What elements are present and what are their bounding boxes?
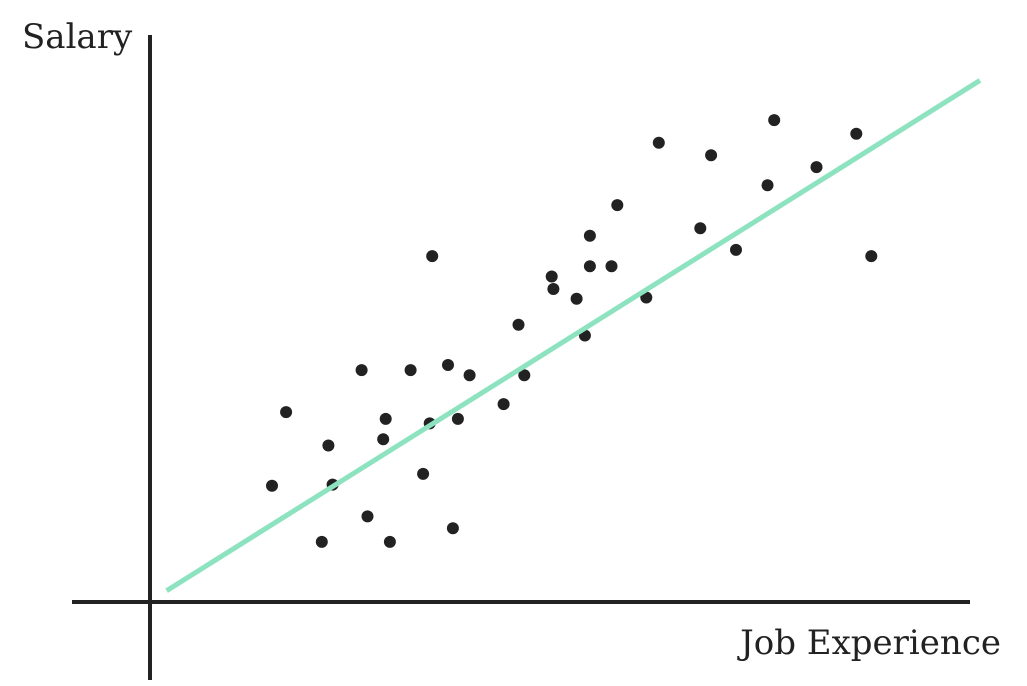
data-point-15 bbox=[442, 359, 454, 371]
data-point-33 bbox=[705, 149, 718, 162]
data-point-9 bbox=[379, 412, 392, 425]
data-point-8 bbox=[377, 433, 390, 446]
data-point-11 bbox=[404, 364, 417, 377]
data-point-34 bbox=[730, 243, 742, 256]
trend-line bbox=[165, 78, 982, 593]
data-point-7 bbox=[361, 510, 374, 523]
data-point-24 bbox=[570, 292, 583, 305]
data-point-27 bbox=[583, 260, 596, 273]
data-point-38 bbox=[850, 127, 863, 140]
data-point-20 bbox=[512, 318, 525, 331]
data-point-28 bbox=[605, 260, 618, 273]
data-point-6 bbox=[355, 364, 368, 377]
data-point-22 bbox=[545, 270, 558, 283]
data-point-32 bbox=[694, 222, 707, 235]
data-point-26 bbox=[583, 229, 596, 242]
data-point-16 bbox=[446, 522, 459, 535]
data-point-31 bbox=[652, 136, 665, 149]
data-point-19 bbox=[497, 398, 510, 411]
data-point-3 bbox=[315, 535, 328, 548]
data-point-35 bbox=[761, 179, 774, 192]
x-axis-label: Job Experience bbox=[737, 623, 1001, 663]
y-axis-label: Salary bbox=[22, 17, 133, 57]
data-point-37 bbox=[810, 161, 823, 174]
data-point-1 bbox=[266, 479, 278, 492]
data-point-4 bbox=[322, 439, 335, 452]
data-point-23 bbox=[547, 283, 560, 295]
data-point-21 bbox=[518, 369, 531, 382]
data-point-29 bbox=[611, 199, 624, 212]
data-point-18 bbox=[463, 369, 476, 382]
data-point-39 bbox=[865, 250, 878, 263]
data-point-36 bbox=[768, 114, 781, 127]
data-point-17 bbox=[451, 412, 464, 425]
data-point-14 bbox=[426, 250, 439, 263]
data-point-12 bbox=[417, 467, 430, 480]
data-points bbox=[266, 114, 878, 548]
data-point-2 bbox=[280, 406, 293, 419]
data-point-10 bbox=[383, 535, 396, 548]
